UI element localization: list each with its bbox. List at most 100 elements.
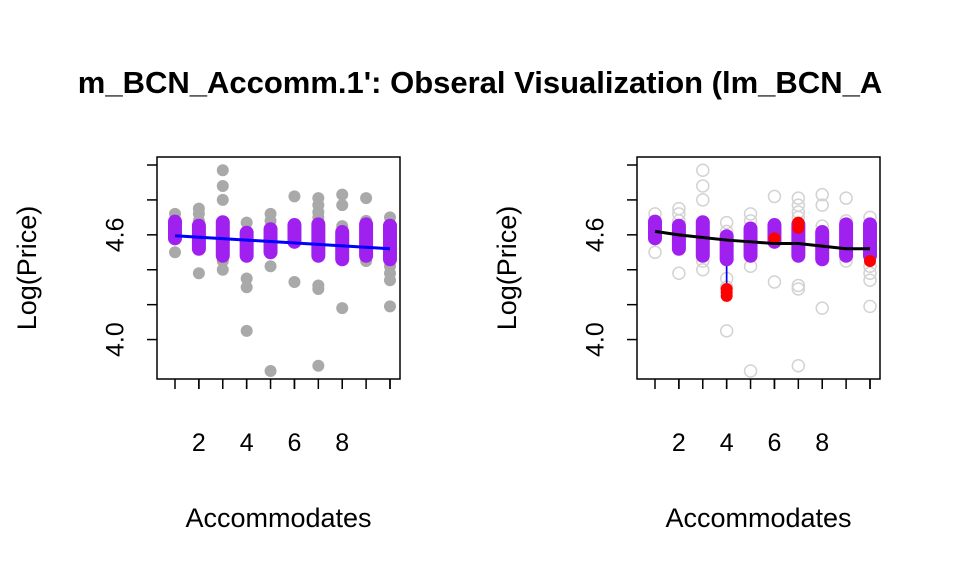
data-point [815, 301, 829, 315]
data-point [863, 266, 877, 280]
x-tick-label: 2 [672, 429, 686, 457]
x-tick-label: 4 [240, 429, 254, 457]
fit-line [174, 234, 391, 251]
data-point [336, 302, 349, 315]
data-point [336, 188, 349, 201]
all-points-right [648, 163, 877, 378]
data-point [863, 273, 877, 287]
x-tick-label: 8 [335, 429, 349, 457]
fit-line-right [654, 229, 870, 251]
highlighted-point [864, 255, 876, 268]
data-point [216, 164, 229, 177]
data-point [863, 299, 877, 314]
group-points-right [648, 214, 877, 267]
group-point [359, 217, 374, 232]
data-point [288, 190, 301, 203]
data-point [216, 179, 229, 192]
group-point [863, 217, 877, 232]
group-point [215, 215, 230, 230]
y-axis-left: 4.0 4.6 [102, 164, 157, 357]
data-point [192, 267, 205, 280]
data-point [791, 191, 806, 205]
x-axis-right: 2 4 6 8 [654, 379, 871, 457]
data-point [719, 215, 734, 230]
x-tick-label: 8 [815, 429, 829, 457]
data-point [240, 324, 253, 337]
group-point [311, 217, 326, 232]
data-point [312, 359, 325, 372]
data-point [384, 274, 396, 287]
group-point [287, 218, 302, 233]
group-points-left [168, 214, 397, 267]
group-point [335, 225, 350, 240]
data-point [169, 246, 181, 259]
data-point [672, 266, 686, 280]
x-axis-label-right: Accommodates [665, 503, 851, 533]
y-tick-label: 4.6 [582, 217, 610, 252]
group-point [239, 225, 254, 240]
data-point [696, 193, 710, 207]
x-tick-label: 4 [720, 429, 734, 457]
data-point [360, 192, 373, 205]
y-axis-right: 4.0 4.6 [582, 164, 637, 357]
group-point [815, 225, 830, 240]
highlighted-point [792, 221, 805, 234]
y-tick-label: 4.0 [582, 322, 610, 357]
group-point [168, 214, 182, 229]
data-point [791, 282, 806, 296]
group-point [671, 218, 686, 233]
data-point [240, 281, 253, 294]
data-point [767, 189, 782, 204]
left-panel: 2 4 6 8 4.0 4.6 Accommodates Log(Price) [12, 156, 401, 533]
data-point [264, 365, 277, 377]
data-point [791, 198, 806, 212]
group-point [839, 217, 854, 232]
data-point [767, 275, 782, 289]
data-point [384, 300, 396, 313]
plot-frame-right [636, 156, 881, 380]
data-point [791, 359, 806, 373]
highlighted-point [720, 289, 733, 302]
data-point [696, 163, 710, 177]
data-point [719, 324, 734, 338]
group-point [743, 221, 758, 236]
data-point [336, 199, 349, 212]
data-point [743, 364, 758, 378]
data-point [288, 275, 301, 288]
x-tick-label: 2 [192, 429, 206, 457]
data-point [216, 263, 229, 276]
group-point [695, 215, 710, 230]
y-tick-label: 4.6 [102, 217, 130, 252]
highlighted-point [768, 232, 781, 245]
highlighted-points-right [720, 216, 876, 302]
right-panel: 2 4 6 8 4.0 4.6 Accommodates Log(Price) [492, 156, 881, 533]
fit-line-left [174, 234, 391, 251]
data-point [743, 207, 758, 221]
x-tick-label: 6 [287, 429, 301, 457]
data-point [815, 187, 829, 202]
data-point [696, 262, 710, 277]
group-point [648, 214, 662, 229]
data-point [839, 191, 853, 205]
group-point [263, 222, 278, 237]
fit-line [654, 229, 870, 251]
group-point [767, 218, 782, 233]
data-point [264, 260, 277, 273]
data-point [648, 245, 662, 260]
y-axis-label-left: Log(Price) [12, 206, 42, 331]
group-point [191, 218, 206, 233]
figure-title: m_BCN_Accomm.1': Obseral Visualization (… [78, 65, 882, 100]
data-point [791, 278, 806, 293]
y-axis-label-right: Log(Price) [492, 206, 522, 331]
x-axis-left: 2 4 6 8 [174, 379, 391, 457]
x-axis-label-left: Accommodates [185, 503, 371, 533]
y-tick-label: 4.0 [102, 322, 130, 357]
data-point [216, 193, 229, 206]
plot-frame-left [156, 156, 401, 380]
all-points-left [169, 164, 396, 377]
group-point [383, 218, 397, 233]
data-point [312, 282, 325, 295]
x-tick-label: 6 [767, 429, 781, 457]
data-point [240, 272, 253, 285]
